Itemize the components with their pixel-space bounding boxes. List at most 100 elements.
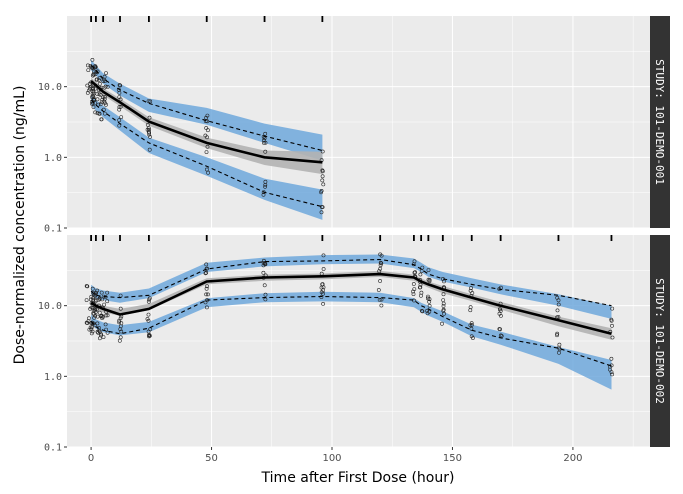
observation-point — [440, 321, 444, 326]
observation-point — [419, 308, 424, 313]
observation-point — [105, 85, 110, 89]
observation-point — [320, 174, 325, 179]
observation-point — [427, 303, 432, 308]
observation-point — [203, 271, 208, 276]
observation-point — [206, 170, 211, 175]
observation-point — [147, 147, 152, 152]
x-tick-label: 100 — [322, 453, 341, 464]
observation-point — [204, 266, 209, 271]
facet-strip-label: STUDY: 101-DEMO-001 — [653, 59, 666, 185]
observation-point — [99, 117, 104, 122]
observation-point — [148, 134, 152, 139]
observation-point — [97, 81, 102, 86]
observation-point — [412, 270, 417, 275]
observation-point — [205, 266, 209, 271]
observation-point — [378, 260, 383, 265]
observation-point — [97, 112, 102, 116]
observation-point — [204, 167, 209, 172]
observation-point — [204, 286, 209, 291]
observation-point — [378, 266, 383, 271]
x-tick-label: 50 — [205, 453, 218, 464]
observation-point — [441, 298, 446, 303]
observation-point — [118, 306, 123, 311]
observation-point — [263, 149, 268, 154]
observation-point — [146, 312, 151, 317]
observation-point — [97, 92, 102, 97]
observation-point — [469, 286, 474, 290]
observation-point — [441, 292, 446, 297]
observation-point — [205, 128, 210, 133]
observation-point — [379, 303, 384, 308]
p95-ci-band — [91, 254, 612, 319]
observation-point — [98, 336, 102, 341]
observation-point — [89, 294, 94, 299]
observation-point — [101, 79, 106, 84]
observation-point — [94, 290, 99, 295]
observation-point — [413, 270, 418, 275]
observation-point — [321, 182, 326, 187]
observation-point — [556, 302, 561, 307]
observation-point — [118, 105, 123, 109]
observation-point — [609, 356, 614, 361]
observation-point — [95, 92, 100, 96]
observation-point — [261, 270, 266, 275]
observation-point — [89, 331, 94, 336]
observation-point — [105, 330, 110, 335]
observed-p05-line — [90, 295, 612, 367]
observation-point — [117, 320, 122, 325]
observation-point — [205, 284, 210, 289]
observation-point — [498, 333, 503, 338]
median-ci-band — [91, 77, 323, 175]
observation-point — [102, 74, 107, 79]
x-axis-title: Time after First Dose (hour) — [261, 470, 455, 486]
observation-point — [555, 333, 559, 338]
observed-median-line — [90, 272, 612, 336]
observation-point — [93, 64, 98, 68]
observation-point — [610, 306, 615, 311]
observation-point — [321, 253, 326, 258]
observation-point — [608, 367, 612, 372]
observation-point — [204, 270, 209, 275]
observation-point — [94, 307, 99, 312]
observation-point — [102, 95, 107, 99]
median-ci-band — [91, 270, 612, 340]
observation-point — [117, 83, 122, 87]
observation-point — [84, 298, 89, 303]
observation-point — [99, 313, 104, 318]
observation-point — [85, 91, 90, 95]
y-axis-title: Dose-normalized concentration (ng/mL) — [12, 86, 28, 365]
observation-point — [320, 169, 325, 174]
observation-point — [378, 279, 383, 283]
observation-point — [90, 95, 94, 99]
observation-point — [97, 76, 102, 81]
observation-point — [85, 284, 90, 289]
observation-point — [104, 313, 109, 318]
observation-point — [99, 100, 104, 105]
observation-point — [420, 265, 425, 270]
observation-point — [93, 110, 98, 115]
observation-point — [147, 132, 152, 137]
observation-point — [103, 84, 108, 89]
observation-point — [203, 133, 208, 138]
observation-point — [104, 71, 108, 76]
p05-ci-band — [91, 95, 323, 220]
y-tick-label: 0.1 — [44, 224, 62, 235]
observation-point — [469, 321, 474, 326]
observation-point — [96, 78, 101, 83]
observation-point — [86, 68, 91, 73]
observation-point — [145, 127, 150, 132]
observation-point — [426, 277, 431, 282]
observation-point — [118, 327, 123, 332]
observation-point — [425, 311, 430, 316]
observation-point — [90, 320, 95, 325]
observed-p95-line — [90, 65, 323, 152]
observation-point — [97, 310, 102, 315]
observation-point — [95, 97, 100, 102]
observation-point — [85, 321, 90, 325]
x-tick-label: 150 — [443, 453, 462, 464]
observation-point — [205, 113, 210, 118]
observation-point — [119, 329, 124, 334]
observation-point — [90, 286, 95, 291]
observation-point — [319, 295, 324, 300]
observation-point — [90, 58, 95, 62]
